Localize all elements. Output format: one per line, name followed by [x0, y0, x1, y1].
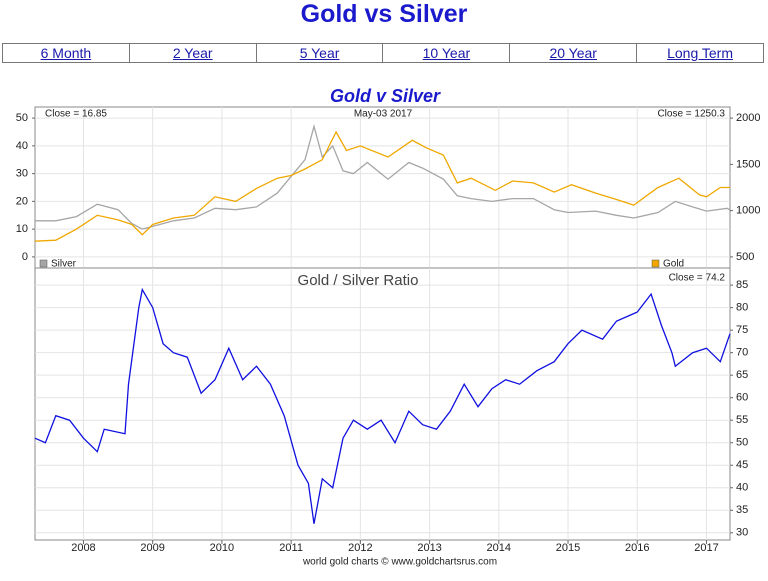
range-tab[interactable]: 2 Year	[130, 44, 257, 62]
annotation: Close = 1250.3	[657, 109, 725, 120]
range-tab[interactable]: Long Term	[667, 45, 733, 61]
series-line	[34, 130, 730, 242]
range-tab[interactable]: 5 Year	[257, 44, 384, 62]
y-tick-label: 50	[736, 437, 748, 449]
x-tick-label: 2014	[487, 542, 511, 554]
y-tick-label: 75	[736, 324, 748, 336]
x-tick-label: 2009	[140, 542, 164, 554]
y-tick-label: 35	[736, 504, 748, 516]
plot-frame	[34, 267, 731, 541]
x-tick-label: 2017	[694, 542, 718, 554]
range-tabs: 6 Month 2 Year 5 Year 10 Year 20 Year Long Te…	[2, 43, 764, 63]
series-line	[34, 287, 731, 524]
y-tick-label: 55	[736, 414, 748, 426]
y-tick-label: 60	[736, 392, 748, 404]
annotation: Close = 74.2	[669, 273, 726, 284]
legend-label: Silver	[51, 259, 77, 270]
y-tick-label: 65	[736, 369, 748, 381]
plot-frame	[34, 106, 731, 269]
chart-title: Gold v Silver	[330, 86, 441, 106]
legend-swatch	[39, 259, 48, 268]
y-tick-label: 30	[16, 168, 28, 180]
y-tick-label: 70	[736, 347, 748, 359]
y-tick-label: 45	[736, 459, 748, 471]
x-tick-label: 2008	[71, 542, 95, 554]
y-tick-label: 10	[16, 223, 28, 235]
x-tick-label: 2015	[556, 542, 580, 554]
y-tick-label: 20	[16, 195, 28, 207]
y-tick-label: 85	[736, 279, 748, 291]
legend-label: Gold	[663, 259, 684, 270]
x-tick-label: 2011	[279, 542, 303, 554]
x-tick-label: 2013	[417, 542, 441, 554]
y-tick-label: 80	[736, 302, 748, 314]
range-tab[interactable]: 10 Year	[383, 44, 511, 62]
y2-tick-label: 2000	[736, 112, 760, 124]
annotation: May-03 2017	[354, 109, 413, 120]
legend-swatch	[651, 259, 660, 268]
y-tick-label: 50	[16, 112, 28, 124]
x-tick-label: 2016	[625, 542, 649, 554]
y2-tick-label: 1500	[736, 158, 760, 170]
y-tick-label: 0	[22, 251, 28, 263]
x-tick-label: 2010	[210, 542, 234, 554]
panel-title: Gold / Silver Ratio	[298, 272, 419, 289]
y-tick-label: 30	[736, 527, 748, 539]
source-note: world gold charts © www.goldchartsrus.co…	[302, 557, 497, 568]
y-tick-label: 40	[16, 140, 28, 152]
y2-tick-label: 500	[736, 251, 754, 263]
y-tick-label: 40	[736, 482, 748, 494]
range-tab[interactable]: 20 Year	[510, 44, 638, 62]
range-tab[interactable]: 6 Month	[3, 44, 130, 62]
y2-tick-label: 1000	[736, 205, 760, 217]
page-title: Gold vs Silver	[300, 0, 468, 28]
annotation: Close = 16.85	[45, 109, 107, 120]
x-tick-label: 2012	[348, 542, 372, 554]
